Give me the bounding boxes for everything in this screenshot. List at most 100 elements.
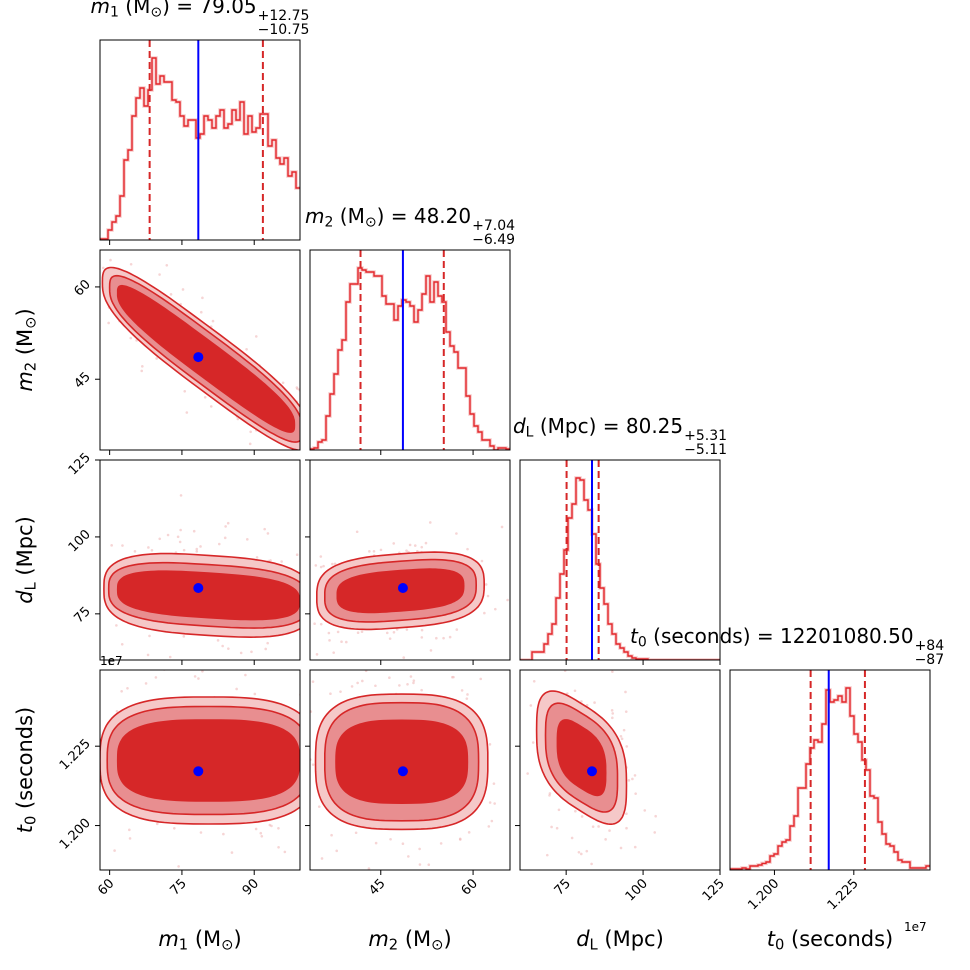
- symbol: m: [304, 204, 325, 229]
- scatter-sample: [550, 825, 553, 829]
- scatter-sample: [407, 855, 410, 858]
- scatter-sample: [301, 811, 304, 814]
- scatter-sample: [339, 690, 342, 693]
- scatter-sample: [158, 537, 162, 541]
- scatter-sample: [280, 560, 283, 563]
- scatter-sample: [146, 653, 150, 657]
- scatter-sample: [76, 693, 79, 696]
- scatter-sample: [129, 262, 133, 266]
- histogram-halo: [310, 266, 510, 450]
- truth-point: [397, 766, 408, 777]
- scatter-sample: [266, 532, 270, 535]
- scatter-sample: [101, 266, 105, 270]
- scatter-sample: [128, 837, 132, 840]
- scatter-sample: [374, 841, 378, 845]
- scatter-sample: [420, 628, 424, 632]
- y-tick-label: 75: [72, 604, 94, 626]
- scatter-sample: [460, 689, 464, 692]
- y-tick-label: 1.200: [57, 816, 94, 853]
- axes-frame: [99, 669, 301, 871]
- scatter-sample: [573, 689, 577, 693]
- scatter-sample: [624, 690, 627, 694]
- scatter-sample: [310, 710, 313, 713]
- scatter-sample: [402, 656, 406, 659]
- scatter-sample: [597, 825, 600, 828]
- scatter-sample: [517, 568, 520, 571]
- scatter-sample: [511, 712, 514, 715]
- sub: L: [525, 424, 534, 441]
- scatter-sample: [283, 850, 287, 854]
- scatter-sample: [300, 821, 303, 824]
- scatter-sample: [619, 846, 623, 850]
- unit-sub: ⊙: [431, 936, 444, 954]
- scatter-sample: [611, 670, 614, 673]
- scatter-sample: [311, 437, 314, 440]
- contour-inner: [116, 284, 296, 433]
- scatter-sample: [493, 802, 496, 805]
- scatter-sample: [107, 321, 110, 325]
- scatter-sample: [465, 697, 469, 700]
- unit-sub: ⊙: [364, 214, 377, 231]
- title-dl: dL (Mpc) = 80.25 +5.31 −5.11: [512, 414, 728, 459]
- symbol: m: [12, 371, 37, 392]
- scatter-sample: [392, 542, 396, 545]
- scatter-sample: [569, 660, 572, 663]
- title-minus: −6.49: [472, 232, 516, 249]
- scatter-sample: [388, 637, 392, 640]
- scatter-sample: [385, 631, 389, 635]
- histogram-halo: [730, 686, 930, 870]
- scatter-sample: [427, 893, 430, 896]
- scatter-sample: [129, 336, 133, 340]
- scatter-sample: [132, 247, 135, 250]
- panel-content: [730, 670, 930, 870]
- scatter-sample: [374, 534, 377, 537]
- scatter-sample: [487, 825, 491, 828]
- scatter-sample: [405, 549, 408, 552]
- sub: L: [22, 582, 40, 591]
- scatter-sample: [155, 822, 159, 826]
- scatter-sample: [610, 876, 613, 879]
- scatter-sample: [531, 741, 535, 744]
- scatter-sample: [330, 904, 333, 907]
- scatter-sample: [182, 548, 186, 552]
- scatter-sample: [306, 576, 309, 579]
- scatter-sample: [405, 628, 409, 631]
- scatter-sample: [633, 774, 637, 777]
- unit: Mpc: [612, 927, 656, 951]
- scatter-sample: [320, 857, 324, 860]
- panel-dL-t0: 75 100 125: [511, 660, 728, 904]
- scatter-sample: [82, 642, 85, 645]
- x-tick-label: 75: [552, 876, 574, 898]
- y-tick-label: 60: [72, 277, 94, 299]
- scatter-sample: [413, 544, 417, 547]
- title-t0: t0 (seconds) = 12201080.50 +84 −87: [630, 624, 945, 669]
- scatter-sample: [77, 276, 80, 279]
- y-tick-label: 125: [66, 450, 94, 478]
- scatter-sample: [120, 689, 123, 693]
- panel-content: [310, 670, 496, 907]
- scatter-sample: [46, 816, 49, 819]
- scatter-sample: [500, 525, 504, 529]
- panel-content: [520, 460, 720, 660]
- scatter-sample: [199, 545, 202, 548]
- scatter-sample: [591, 825, 595, 828]
- y-tick-label: 1.225: [57, 736, 94, 773]
- scatter-sample: [348, 680, 351, 683]
- scatter-sample: [633, 845, 637, 849]
- symbol: m: [90, 0, 111, 19]
- sub: 2: [388, 936, 399, 954]
- title-plus: +7.04: [472, 217, 516, 234]
- unit: M: [413, 927, 432, 951]
- contour-inner: [116, 570, 300, 621]
- scatter-sample: [183, 671, 186, 674]
- scatter-sample: [653, 831, 657, 834]
- scatter-sample: [388, 872, 391, 875]
- scatter-sample: [66, 739, 69, 742]
- scatter-sample: [223, 536, 227, 540]
- scatter-sample: [311, 680, 315, 683]
- scatter-sample: [317, 805, 321, 808]
- scatter-sample: [76, 230, 79, 233]
- title-minus: −10.75: [257, 22, 310, 39]
- symbol: t: [12, 825, 37, 834]
- scatter-sample: [625, 812, 628, 816]
